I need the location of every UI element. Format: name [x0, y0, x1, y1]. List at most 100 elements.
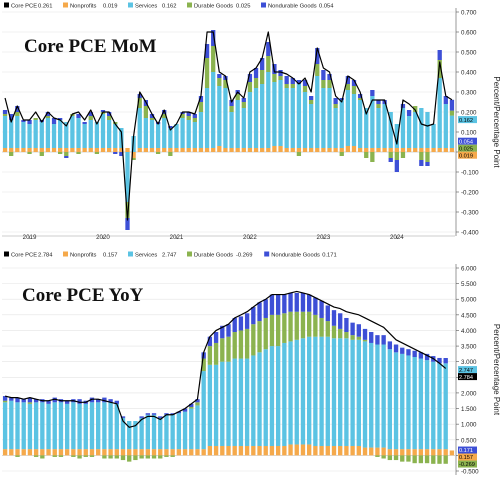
legend-swatch — [4, 251, 9, 257]
panel-mom-x-axis: 2019 2020 2021 2022 2023 2024 — [2, 234, 455, 241]
bar-durable-goods — [362, 339, 368, 342]
bar-nonprofits — [406, 148, 412, 152]
bar-durable-goods — [198, 102, 204, 112]
bar-nonprofits — [327, 148, 332, 152]
bar-durable-goods — [2, 114, 8, 116]
bar-nonprofits — [143, 148, 149, 152]
bar-nonprofits — [319, 446, 324, 456]
bar-durable-goods — [143, 106, 149, 118]
bar-services — [406, 116, 412, 148]
bar-nonprofits — [137, 148, 142, 152]
panel-mom-bars — [2, 30, 455, 230]
bar-nonprofits — [388, 148, 393, 152]
bar-durable-goods — [443, 455, 448, 464]
bar-services — [70, 116, 75, 148]
bar-nondurable-goods — [282, 294, 287, 314]
bar-nondurable-goods — [2, 396, 8, 401]
bar-services — [244, 358, 250, 447]
y-tick-label: -0.400 — [461, 230, 479, 237]
bar-nonprofits — [195, 449, 200, 456]
bar-nondurable-goods — [406, 110, 412, 116]
bar-durable-goods — [425, 152, 430, 162]
bar-nonprofits — [139, 449, 144, 456]
bar-nonprofits — [294, 444, 299, 456]
bar-nonprofits — [120, 449, 126, 456]
legend-label: Durable Goods — [194, 4, 233, 10]
end-label-box — [458, 446, 477, 454]
bar-durable-goods — [419, 152, 424, 160]
bar-nonprofits — [46, 449, 51, 456]
bar-nonprofits — [443, 148, 448, 152]
bar-durable-goods — [108, 455, 113, 459]
bar-durable-goods — [331, 325, 337, 339]
bar-nondurable-goods — [164, 413, 169, 415]
bar-nondurable-goods — [376, 100, 381, 104]
bar-nonprofits — [94, 148, 100, 152]
bar-services — [413, 112, 418, 148]
bar-nonprofits — [382, 148, 387, 152]
bar-nonprofits — [351, 146, 357, 152]
bar-nondurable-goods — [321, 70, 326, 80]
bar-nondurable-goods — [345, 76, 351, 84]
bar-nondurable-goods — [15, 397, 20, 403]
bar-durable-goods — [33, 455, 39, 457]
bar-durable-goods — [437, 60, 442, 78]
bar-nondurable-goods — [145, 413, 151, 415]
bar-durable-goods — [235, 94, 240, 100]
bar-services — [400, 353, 405, 450]
bar-nonprofits — [443, 449, 448, 456]
bar-nondurable-goods — [88, 112, 93, 116]
bar-services — [443, 363, 448, 450]
bar-nondurable-goods — [238, 316, 244, 331]
bar-nondurable-goods — [375, 335, 380, 345]
bar-nonprofits — [364, 148, 369, 152]
bar-nonprofits — [164, 449, 169, 456]
bar-durable-goods — [162, 114, 167, 118]
bar-services — [125, 152, 130, 202]
bar-nonprofits — [125, 148, 130, 152]
bar-nondurable-goods — [64, 156, 69, 158]
bar-nonprofits — [162, 148, 167, 152]
bar-nonprofits — [201, 449, 206, 456]
legend-swatch — [63, 2, 68, 8]
bar-nonprofits — [9, 449, 14, 456]
bar-durable-goods — [375, 455, 380, 457]
bar-services — [174, 124, 179, 148]
bar-durable-goods — [217, 78, 222, 86]
panel-mom-y-label: Percent/Percentage Point — [492, 76, 500, 168]
bar-durable-goods — [226, 336, 231, 362]
bar-durable-goods — [364, 152, 369, 158]
bar-durable-goods — [400, 455, 405, 462]
legend-swatch — [187, 2, 192, 8]
legend-label: Nondurable Goods — [271, 253, 320, 259]
bar-nondurable-goods — [119, 152, 124, 156]
bar-services — [2, 116, 8, 148]
bar-services — [247, 92, 253, 148]
bar-nonprofits — [71, 449, 76, 456]
bar-durable-goods — [71, 455, 76, 457]
bar-services — [143, 118, 149, 148]
bar-services — [437, 363, 442, 450]
bar-services — [278, 80, 283, 146]
line-core-pce — [4, 290, 447, 428]
y-tick-label: 0.700 — [461, 10, 477, 17]
bar-nonprofits — [40, 449, 45, 456]
bar-nonprofits — [70, 148, 75, 152]
legend-value: 0.162 — [162, 4, 177, 10]
bar-services — [338, 338, 343, 447]
bar-services — [149, 120, 155, 148]
bar-services — [158, 417, 163, 450]
bar-services — [162, 118, 167, 148]
bar-durable-goods — [394, 152, 399, 160]
legend-item-nonprofits: Nonprofits 0.157 — [63, 251, 118, 259]
bar-nondurable-goods — [388, 158, 393, 162]
y-tick-label: 3.000 — [461, 359, 477, 366]
bar-nonprofits — [418, 449, 424, 456]
panel-mom: Core PCE 0.261 Nonprofits 0.019 Services 0.16… — [0, 0, 500, 243]
y-tick-label: 1.500 — [461, 406, 477, 413]
bar-nonprofits — [272, 146, 277, 152]
bar-services — [325, 336, 330, 447]
bar-nonprofits — [394, 148, 399, 152]
bar-nonprofits — [333, 148, 338, 152]
end-label-box — [458, 151, 477, 159]
